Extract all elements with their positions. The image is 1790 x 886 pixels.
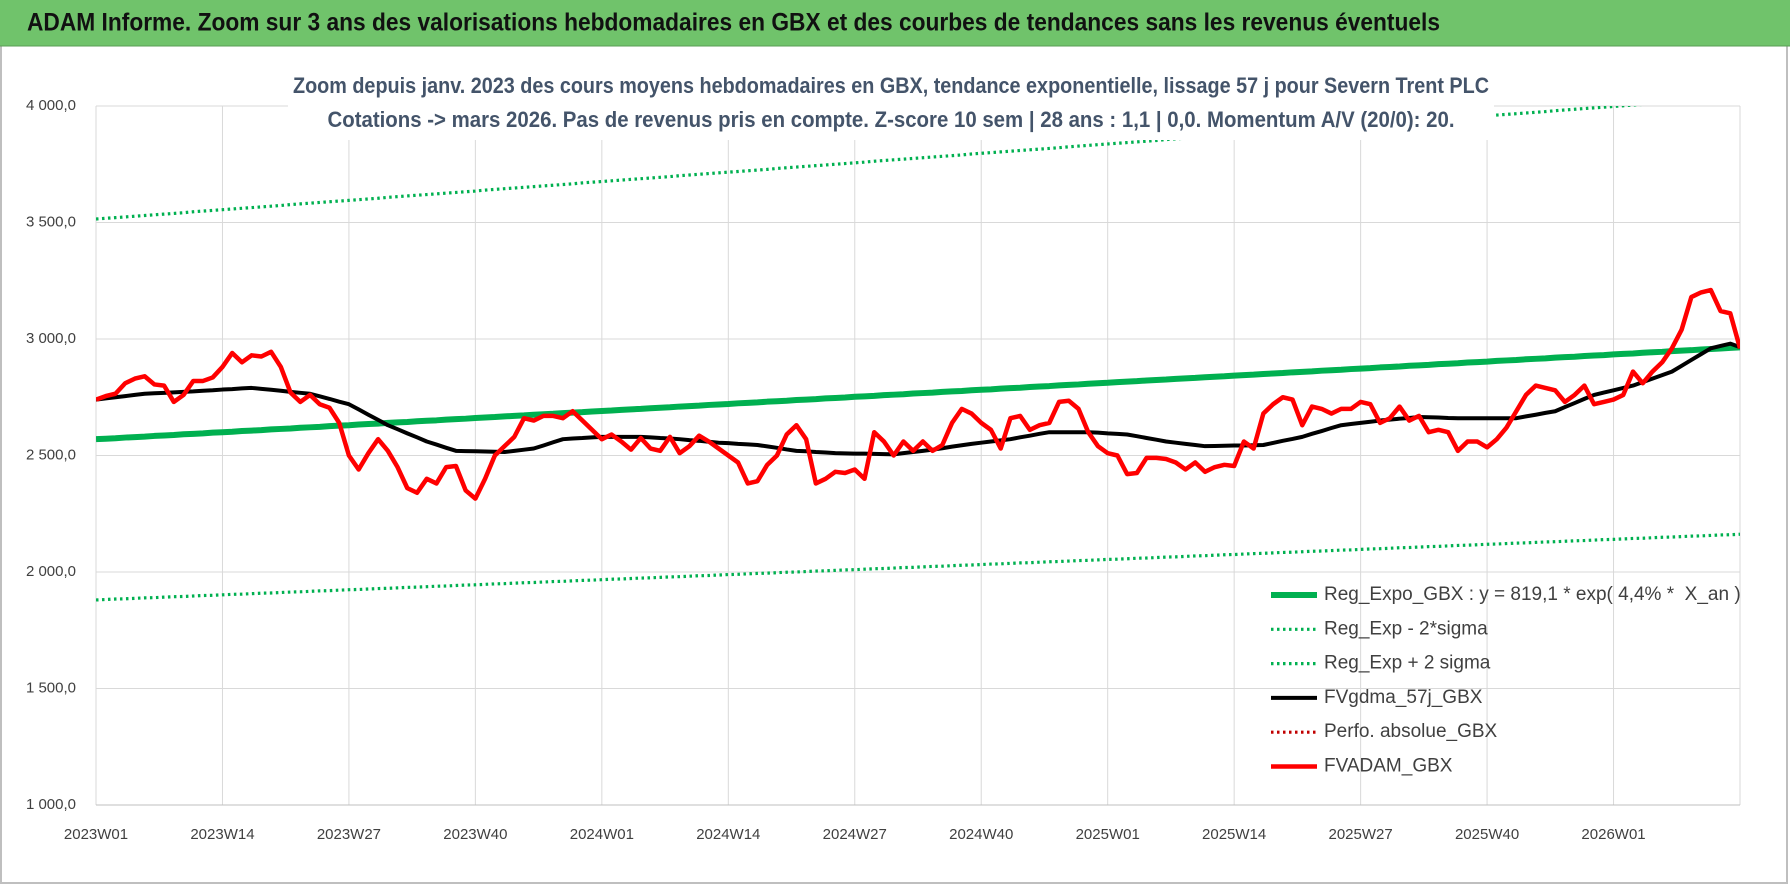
legend-label: Reg_Exp - 2*sigma bbox=[1324, 618, 1488, 639]
y-tick-label: 2 500,0 bbox=[26, 446, 76, 463]
legend-label: Reg_Expo_GBX : y = 819,1 * exp( 4,4% * X… bbox=[1324, 584, 1741, 605]
title-banner bbox=[0, 0, 1790, 46]
series-line bbox=[96, 344, 1740, 443]
y-tick-label: 2 000,0 bbox=[26, 563, 76, 580]
legend-label: FVADAM_GBX bbox=[1324, 756, 1453, 777]
x-tick-label: 2025W14 bbox=[1202, 826, 1266, 843]
x-tick-label: 2023W14 bbox=[190, 826, 254, 843]
series-line bbox=[96, 106, 1643, 221]
y-tick-label: 1 500,0 bbox=[26, 679, 76, 696]
y-tick-label: 1 000,0 bbox=[26, 796, 76, 813]
x-tick-label: 2024W14 bbox=[696, 826, 760, 843]
plot-lines bbox=[96, 106, 1740, 602]
chart-title: ADAM Informe. Zoom sur 3 ans des valoris… bbox=[27, 9, 1440, 37]
legend: Reg_Expo_GBX : y = 819,1 * exp( 4,4% * X… bbox=[1271, 584, 1741, 777]
legend-label: Perfo. absolue_GBX bbox=[1324, 721, 1498, 742]
series-line bbox=[96, 287, 1740, 501]
x-tick-label: 2023W27 bbox=[317, 826, 381, 843]
y-tick-label: 4 000,0 bbox=[26, 97, 76, 114]
legend-label: Reg_Exp + 2 sigma bbox=[1324, 653, 1491, 674]
x-tick-label: 2025W01 bbox=[1076, 826, 1140, 843]
subtitle: Zoom depuis janv. 2023 des cours moyens … bbox=[293, 73, 1489, 98]
x-tick-label: 2023W40 bbox=[443, 826, 507, 843]
x-tick-label: 2023W01 bbox=[64, 826, 128, 843]
series-line bbox=[96, 341, 1740, 457]
x-tick-label: 2024W27 bbox=[823, 826, 887, 843]
x-tick-label: 2025W40 bbox=[1455, 826, 1519, 843]
subtitle-box bbox=[288, 64, 1494, 140]
x-tick-label: 2025W27 bbox=[1329, 826, 1393, 843]
legend-label: FVgdma_57j_GBX bbox=[1324, 687, 1483, 708]
x-tick-label: 2024W01 bbox=[570, 826, 634, 843]
y-tick-label: 3 000,0 bbox=[26, 330, 76, 347]
subtitle: Cotations -> mars 2026. Pas de revenus p… bbox=[328, 107, 1455, 132]
series-line bbox=[96, 532, 1740, 602]
x-tick-label: 2026W01 bbox=[1581, 826, 1645, 843]
y-tick-label: 3 500,0 bbox=[26, 213, 76, 230]
x-tick-label: 2024W40 bbox=[949, 826, 1013, 843]
